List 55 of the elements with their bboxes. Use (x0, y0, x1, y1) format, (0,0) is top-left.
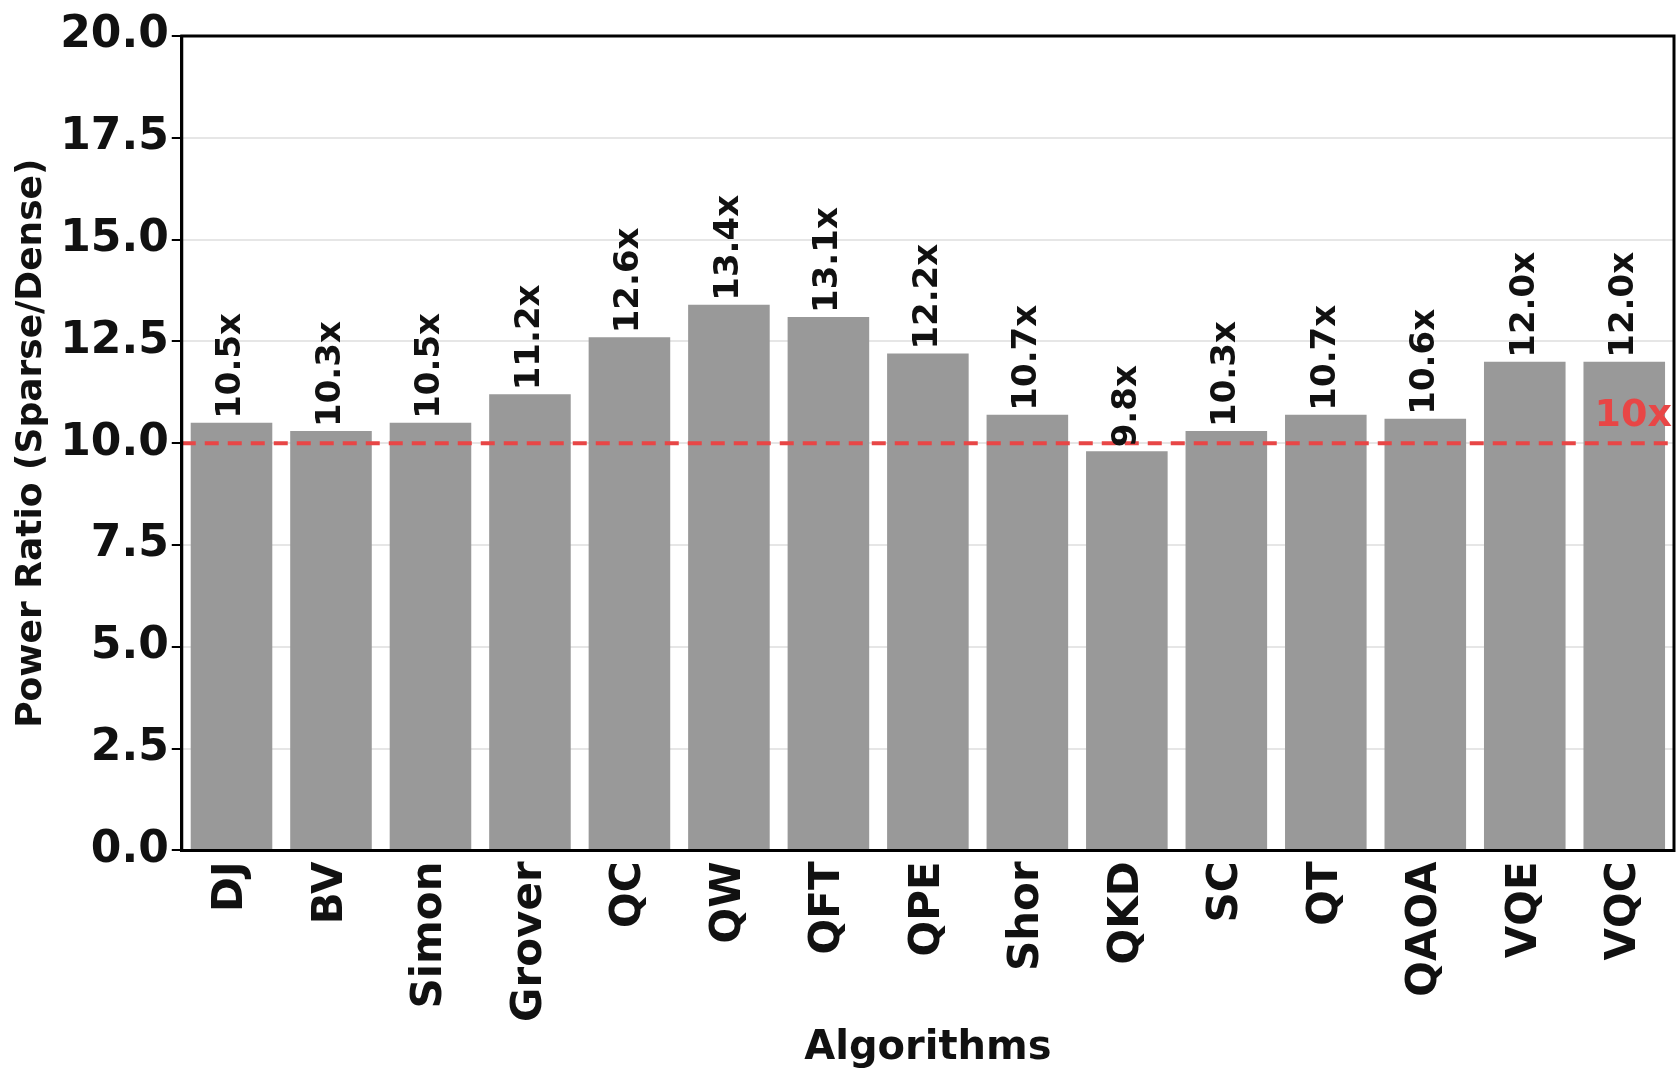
x-tick-label: QW (700, 861, 750, 944)
data-label: 10.6x (1402, 308, 1443, 415)
bar (787, 316, 870, 850)
bar (1384, 418, 1467, 850)
bar (389, 422, 472, 850)
data-label: 12.0x (1601, 251, 1642, 358)
data-label: 12.2x (904, 243, 945, 350)
data-label: 10.7x (1302, 304, 1343, 411)
x-tick-label: SC (1198, 861, 1248, 923)
x-tick-label: QT (1297, 861, 1347, 926)
data-label: 10.5x (208, 312, 249, 419)
data-label: 12.6x (606, 227, 647, 334)
x-axis-title: Algorithms (804, 1022, 1052, 1069)
y-tick-label: 2.5 (90, 719, 169, 771)
y-tick-label: 17.5 (60, 108, 169, 160)
data-label: 10.3x (1203, 321, 1244, 427)
bar (588, 337, 671, 850)
y-tick-label: 12.5 (60, 311, 169, 363)
x-tick-label: QKD (1098, 861, 1148, 965)
y-axis-title: Power Ratio (Sparse/Dense) (7, 158, 49, 728)
x-tick-label: VQE (1496, 861, 1546, 959)
bar (1185, 430, 1268, 850)
x-tick-label: BV (302, 860, 352, 925)
data-label: 11.2x (506, 284, 547, 391)
x-tick-label: QAOA (1397, 860, 1447, 997)
x-tick-label: QFT (800, 861, 850, 955)
bar (986, 414, 1069, 850)
x-tick-label: QC (601, 861, 651, 928)
y-tick-label: 10.0 (60, 413, 169, 465)
y-tick-label: 0.0 (90, 820, 169, 872)
x-tick-label: DJ (203, 861, 253, 912)
data-label: 13.1x (805, 207, 846, 313)
data-label: 10.7x (1004, 304, 1045, 411)
bar (887, 353, 969, 850)
bar (190, 422, 273, 850)
bar (688, 304, 770, 850)
y-tick-label: 20.0 (60, 6, 169, 58)
y-tick-label: 7.5 (90, 515, 169, 567)
bar (1483, 361, 1566, 850)
x-tick-label: Simon (402, 861, 452, 1009)
y-tick-label: 15.0 (60, 210, 169, 262)
data-label: 12.0x (1501, 251, 1542, 358)
data-label: 10.5x (407, 312, 448, 419)
x-tick-label: Grover (501, 861, 551, 1023)
data-label: 13.4x (705, 194, 746, 301)
x-tick-label: Shor (999, 861, 1049, 972)
y-tick-label: 5.0 (90, 617, 169, 669)
data-label: 9.8x (1103, 365, 1144, 448)
data-label: 10.3x (307, 321, 348, 427)
bar (489, 394, 571, 850)
bar (1086, 451, 1168, 850)
x-tick-label: QPE (899, 861, 949, 957)
bar (290, 430, 372, 850)
bar (1285, 414, 1367, 850)
x-tick-label: VQC (1596, 861, 1646, 961)
